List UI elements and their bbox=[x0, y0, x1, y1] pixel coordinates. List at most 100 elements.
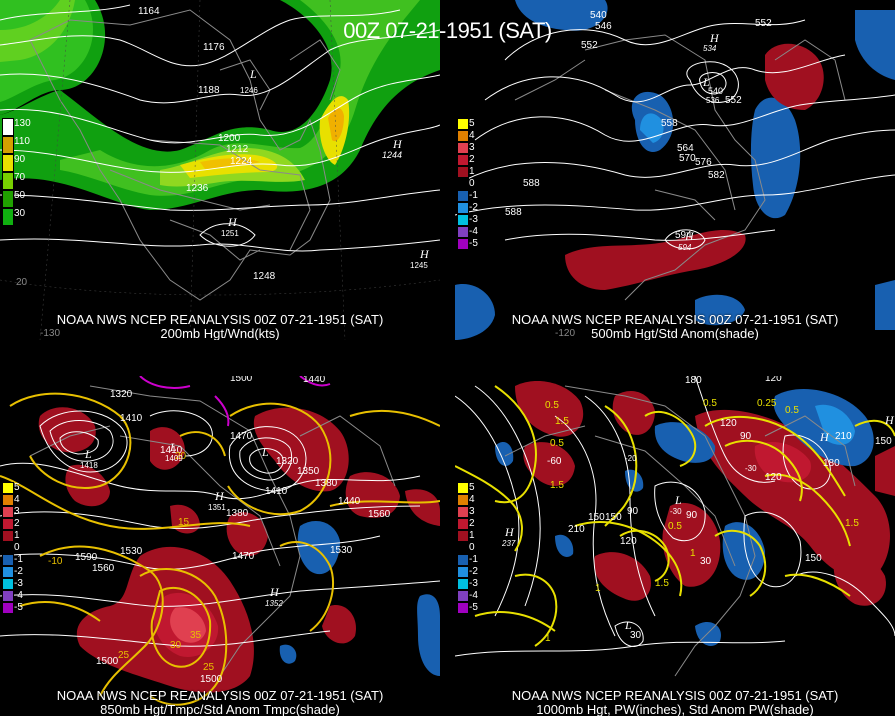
map-500mb bbox=[455, 0, 895, 340]
panel-caption-field: 200mb Hgt/Wnd(kts) bbox=[160, 326, 280, 341]
legend-swatch bbox=[2, 172, 14, 190]
legend-swatch bbox=[457, 130, 469, 142]
legend-label: 0 bbox=[469, 542, 475, 553]
legend-label: 0 bbox=[14, 542, 20, 553]
legend-1000mb: 5 4 3 2 1 0 -1 -2 -3 -4 -5 bbox=[457, 482, 478, 614]
legend-swatch bbox=[457, 166, 469, 178]
legend-swatch bbox=[457, 542, 469, 554]
legend-label: -5 bbox=[469, 602, 478, 613]
legend-swatch bbox=[2, 530, 14, 542]
legend-label: 5 bbox=[14, 482, 20, 493]
legend-swatch bbox=[2, 118, 14, 136]
legend-label: 70 bbox=[14, 172, 26, 183]
legend-swatch bbox=[457, 482, 469, 494]
anomaly-shading bbox=[38, 407, 440, 693]
legend-swatch bbox=[2, 494, 14, 506]
legend-200mb: 130 110 90 70 50 30 bbox=[2, 118, 31, 226]
legend-swatch bbox=[2, 542, 14, 554]
legend-label: 2 bbox=[14, 518, 20, 529]
height-contours bbox=[455, 376, 895, 657]
legend-label: -1 bbox=[469, 554, 478, 565]
legend-swatch bbox=[457, 190, 469, 202]
legend-label: -4 bbox=[14, 590, 23, 601]
legend-swatch bbox=[2, 482, 14, 494]
panel-850mb: 5 4 3 2 1 0 -1 -2 -3 -4 -5 1320 1410 1410 1470 150… bbox=[0, 376, 440, 716]
panel-1000mb: 5 4 3 2 1 0 -1 -2 -3 -4 -5 180 120 120 90 -60 150 … bbox=[455, 376, 895, 716]
panel-caption-field: 500mb Hgt/Std Anom(shade) bbox=[591, 326, 759, 341]
coastlines bbox=[514, 34, 846, 301]
legend-850mb: 5 4 3 2 1 0 -1 -2 -3 -4 -5 bbox=[2, 482, 23, 614]
legend-swatch bbox=[457, 554, 469, 566]
legend-label: 2 bbox=[469, 154, 475, 165]
legend-label: 3 bbox=[14, 506, 20, 517]
panel-caption-source: NOAA NWS NCEP REANALYSIS 00Z 07-21-1951 … bbox=[511, 312, 839, 327]
legend-swatch bbox=[457, 566, 469, 578]
legend-swatch bbox=[457, 530, 469, 542]
legend-label: 3 bbox=[469, 142, 475, 153]
legend-label: -2 bbox=[469, 202, 478, 213]
legend-label: 1 bbox=[469, 530, 475, 541]
legend-swatch bbox=[457, 602, 469, 614]
legend-label: -1 bbox=[14, 554, 23, 565]
panel-caption-field: 1000mb Hgt, PW(inches), Std Anom PW(shad… bbox=[536, 702, 814, 716]
cold-temperature-contours bbox=[139, 376, 331, 427]
height-contours bbox=[455, 19, 895, 250]
legend-label: -1 bbox=[469, 190, 478, 201]
legend-label: 4 bbox=[14, 494, 20, 505]
panel-caption-source: NOAA NWS NCEP REANALYSIS 00Z 07-21-1951 … bbox=[56, 312, 384, 327]
legend-label: 50 bbox=[14, 190, 26, 201]
legend-label: -4 bbox=[469, 226, 478, 237]
legend-label: 110 bbox=[14, 136, 30, 147]
legend-swatch bbox=[457, 142, 469, 154]
legend-label: 130 bbox=[14, 118, 31, 129]
legend-swatch bbox=[457, 494, 469, 506]
panel-caption-source: NOAA NWS NCEP REANALYSIS 00Z 07-21-1951 … bbox=[56, 688, 384, 703]
legend-swatch bbox=[457, 590, 469, 602]
legend-label: 5 bbox=[469, 118, 475, 129]
legend-swatch bbox=[2, 578, 14, 590]
panel-caption-source: NOAA NWS NCEP REANALYSIS 00Z 07-21-1951 … bbox=[511, 688, 839, 703]
legend-label: 1 bbox=[14, 530, 20, 541]
panel-500mb: 5 4 3 2 1 0 -1 -2 -3 -4 -5 540 546 552 552 558 564… bbox=[455, 0, 895, 340]
legend-swatch bbox=[457, 202, 469, 214]
legend-label: -3 bbox=[469, 578, 478, 589]
legend-label: 0 bbox=[469, 178, 475, 189]
legend-swatch bbox=[2, 602, 14, 614]
legend-swatch bbox=[457, 506, 469, 518]
legend-swatch bbox=[2, 590, 14, 602]
legend-swatch bbox=[2, 506, 14, 518]
legend-swatch bbox=[457, 214, 469, 226]
legend-label: 1 bbox=[469, 166, 475, 177]
anomaly-shading bbox=[455, 0, 895, 340]
legend-swatch bbox=[457, 518, 469, 530]
legend-label: 2 bbox=[469, 518, 475, 529]
wind-shading bbox=[0, 0, 440, 210]
legend-label: -3 bbox=[469, 214, 478, 225]
legend-label: 4 bbox=[469, 130, 475, 141]
legend-label: -5 bbox=[14, 602, 23, 613]
legend-label: -2 bbox=[14, 566, 23, 577]
legend-label: -5 bbox=[469, 238, 478, 249]
legend-swatch bbox=[457, 178, 469, 190]
legend-500mb: 5 4 3 2 1 0 -1 -2 -3 -4 -5 bbox=[457, 118, 478, 250]
map-1000mb bbox=[455, 376, 895, 677]
legend-swatch bbox=[457, 118, 469, 130]
coastlines bbox=[29, 385, 396, 677]
height-contours bbox=[0, 4, 440, 252]
panel-200mb: 130 110 90 70 50 30 1164 1176 1188 1200 1212 … bbox=[0, 0, 440, 340]
lat-lon-grid bbox=[0, 0, 440, 340]
legend-label: 90 bbox=[14, 154, 26, 165]
map-850mb bbox=[0, 376, 440, 706]
legend-swatch bbox=[2, 136, 14, 154]
legend-label: 5 bbox=[469, 482, 475, 493]
legend-label: -3 bbox=[14, 578, 23, 589]
legend-swatch bbox=[457, 226, 469, 238]
legend-swatch bbox=[2, 154, 14, 172]
panel-caption-field: 850mb Hgt/Tmpc/Std Anom Tmpc(shade) bbox=[100, 702, 340, 716]
legend-label: -2 bbox=[469, 566, 478, 577]
temperature-contours bbox=[0, 392, 440, 706]
legend-label: -4 bbox=[469, 590, 478, 601]
legend-swatch bbox=[2, 190, 14, 208]
legend-label: 30 bbox=[14, 208, 26, 219]
